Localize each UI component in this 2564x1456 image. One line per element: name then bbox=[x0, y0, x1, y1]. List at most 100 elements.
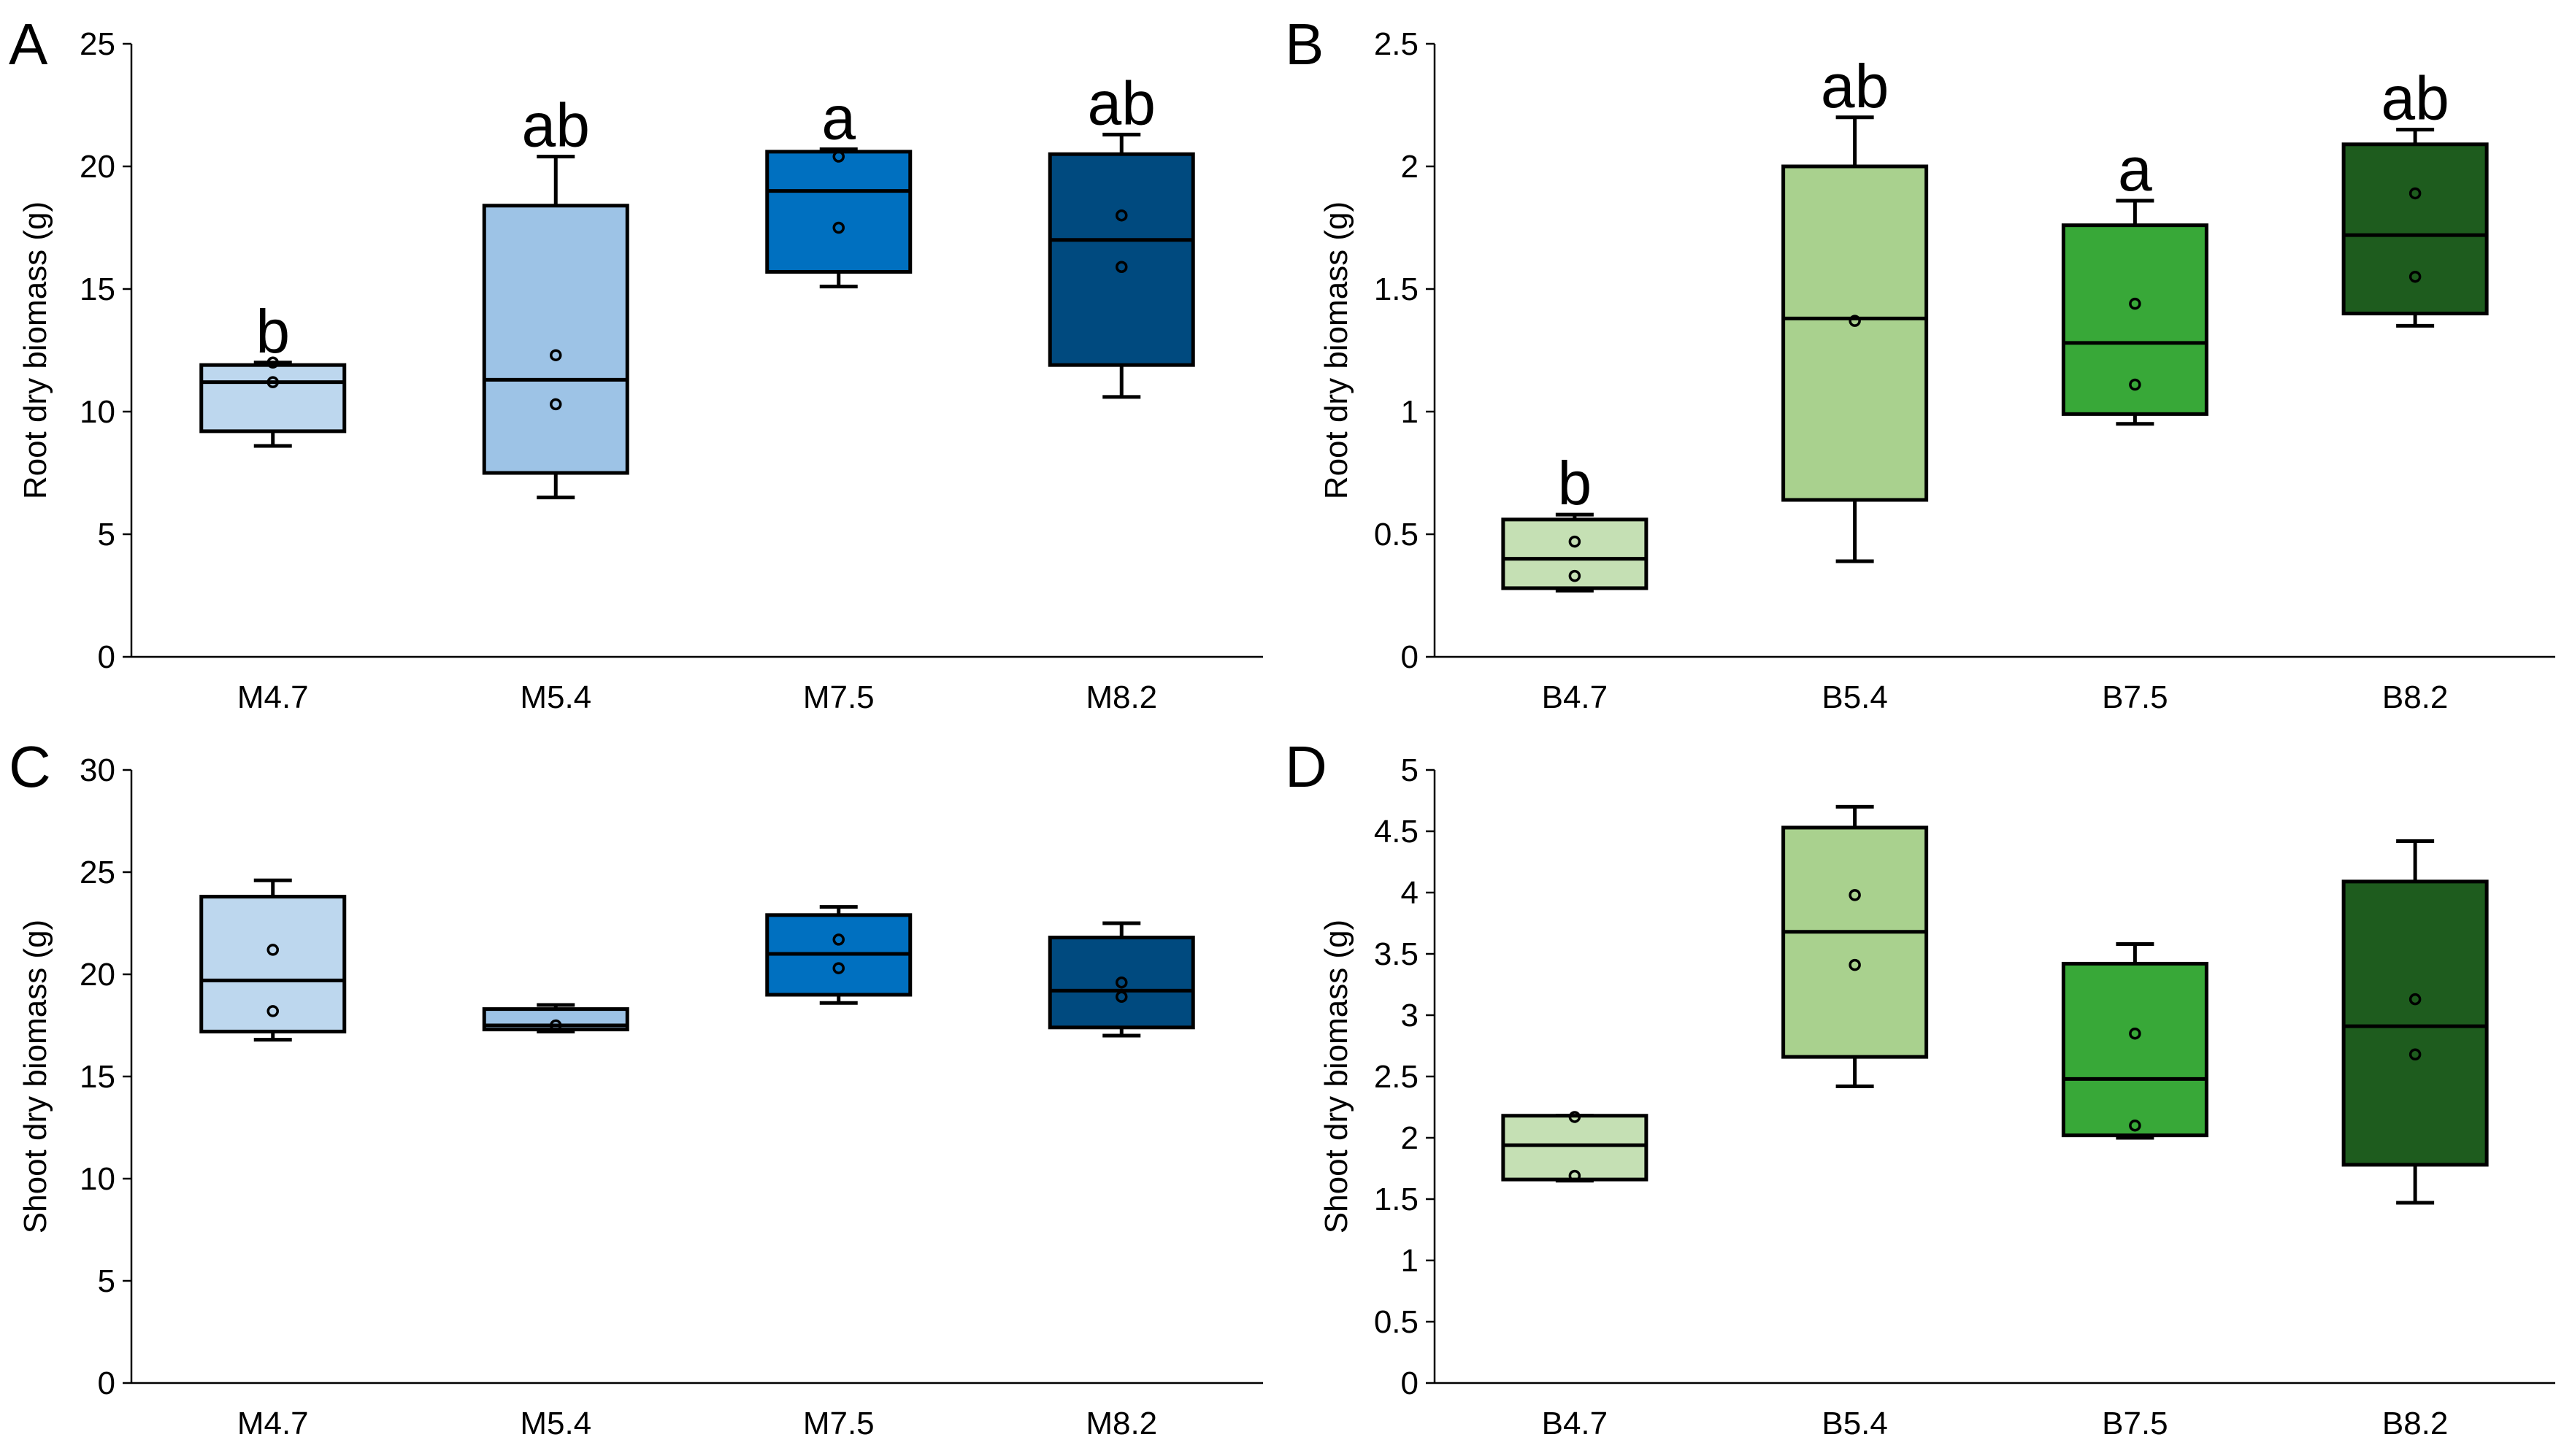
y-tick-label: 0.5 bbox=[1374, 517, 1419, 552]
y-tick-label: 15 bbox=[80, 1059, 115, 1095]
box-M8.2 bbox=[1048, 936, 1195, 1030]
data-point bbox=[2408, 270, 2422, 283]
y-tick-label: 1 bbox=[1401, 1243, 1419, 1279]
y-tick-label: 10 bbox=[80, 394, 115, 430]
y-tick-label: 0 bbox=[1401, 639, 1419, 675]
x-tick-label: M8.2 bbox=[1086, 679, 1157, 715]
data-point bbox=[1849, 889, 1861, 901]
data-point bbox=[1568, 1111, 1581, 1123]
y-tick-label: 1.5 bbox=[1374, 271, 1419, 307]
y-tick-label: 3 bbox=[1401, 998, 1419, 1033]
x-tick-label: B5.4 bbox=[1822, 1406, 1888, 1441]
data-point bbox=[832, 221, 845, 234]
significance-letter: ab bbox=[522, 91, 590, 160]
significance-letter: b bbox=[1558, 449, 1592, 517]
y-tick-label: 25 bbox=[80, 855, 115, 890]
data-point bbox=[2129, 1119, 2141, 1132]
y-tick-label: 1 bbox=[1401, 394, 1419, 430]
x-tick-label: M4.7 bbox=[237, 679, 309, 715]
y-tick-label: 2 bbox=[1401, 149, 1419, 185]
box-M4.7 bbox=[199, 363, 347, 434]
y-tick-label: 20 bbox=[80, 149, 115, 185]
x-tick-label: B8.2 bbox=[2382, 679, 2449, 715]
x-tick-label: B7.5 bbox=[2102, 679, 2168, 715]
data-point bbox=[1116, 990, 1128, 1004]
data-point bbox=[550, 398, 562, 411]
y-tick-label: 2 bbox=[1401, 1120, 1419, 1156]
y-tick-label: 0 bbox=[98, 639, 115, 675]
data-point bbox=[550, 349, 562, 361]
x-tick-label: M4.7 bbox=[237, 1406, 309, 1441]
y-tick-label: 0 bbox=[1401, 1366, 1419, 1401]
box-M4.7 bbox=[199, 895, 347, 1033]
data-point bbox=[1568, 569, 1581, 582]
y-tick-label: 4.5 bbox=[1374, 814, 1419, 850]
panel-C-label: C bbox=[9, 734, 51, 799]
y-tick-label: 0.5 bbox=[1374, 1304, 1419, 1340]
significance-letter: ab bbox=[1821, 52, 1889, 120]
data-point bbox=[1116, 261, 1128, 274]
x-tick-label: B5.4 bbox=[1822, 679, 1888, 715]
data-point bbox=[2408, 993, 2422, 1006]
box-M5.4 bbox=[482, 204, 629, 475]
panel-A-label: A bbox=[9, 12, 48, 77]
y-tick-label: 5 bbox=[98, 1263, 115, 1299]
significance-letter: a bbox=[2118, 135, 2152, 204]
x-tick-label: B4.7 bbox=[1542, 679, 1608, 715]
x-tick-label: B8.2 bbox=[2382, 1406, 2449, 1441]
data-point bbox=[266, 356, 279, 369]
x-tick-label: M8.2 bbox=[1086, 1406, 1157, 1441]
panel-B-label: B bbox=[1285, 12, 1324, 77]
x-tick-label: M5.4 bbox=[520, 1406, 591, 1441]
y-tick-label: 5 bbox=[98, 517, 115, 552]
y-tick-label: 10 bbox=[80, 1161, 115, 1197]
x-tick-label: M5.4 bbox=[520, 679, 591, 715]
data-point bbox=[2408, 1048, 2422, 1061]
data-point bbox=[2129, 1027, 2141, 1040]
data-point bbox=[2129, 297, 2141, 310]
data-point bbox=[266, 376, 279, 388]
data-point bbox=[550, 1019, 562, 1032]
data-point bbox=[1568, 1169, 1581, 1182]
y-tick-label: 3.5 bbox=[1374, 936, 1419, 972]
box-B4.7 bbox=[1501, 517, 1648, 590]
x-tick-label: M7.5 bbox=[803, 1406, 875, 1441]
panel-B-y-axis-title: Root dry biomass (g) bbox=[1319, 201, 1354, 499]
data-point bbox=[1849, 958, 1861, 971]
box-B5.4 bbox=[1781, 825, 1929, 1059]
box-B5.4 bbox=[1781, 164, 1929, 502]
data-point bbox=[266, 1005, 279, 1017]
box-B7.5 bbox=[2061, 961, 2208, 1138]
significance-letter: b bbox=[256, 297, 290, 366]
panel-A-y-axis-title: Root dry biomass (g) bbox=[18, 201, 53, 499]
data-point bbox=[1116, 209, 1128, 222]
significance-letter: ab bbox=[1088, 69, 1156, 137]
panel-C-y-axis-title: Shoot dry biomass (g) bbox=[18, 920, 53, 1233]
box-B7.5 bbox=[2061, 223, 2208, 416]
y-tick-label: 20 bbox=[80, 957, 115, 993]
box-M7.5 bbox=[765, 150, 913, 274]
box-B8.2 bbox=[2341, 879, 2489, 1167]
y-tick-label: 4 bbox=[1401, 875, 1419, 911]
x-tick-label: B4.7 bbox=[1542, 1406, 1608, 1441]
x-tick-label: B7.5 bbox=[2102, 1406, 2168, 1441]
y-tick-label: 5 bbox=[1401, 752, 1419, 788]
data-point bbox=[2408, 187, 2422, 200]
y-tick-label: 0 bbox=[98, 1366, 115, 1401]
panel-D-y-axis-title: Shoot dry biomass (g) bbox=[1319, 920, 1354, 1233]
data-point bbox=[1568, 535, 1581, 548]
y-tick-label: 30 bbox=[80, 752, 115, 788]
significance-letter: ab bbox=[2381, 64, 2449, 133]
significance-letter: a bbox=[821, 83, 856, 152]
y-tick-label: 2.5 bbox=[1374, 1059, 1419, 1095]
y-tick-label: 25 bbox=[80, 26, 115, 62]
data-point bbox=[832, 962, 845, 974]
data-point bbox=[832, 150, 845, 163]
data-point bbox=[1116, 976, 1128, 989]
y-tick-label: 2.5 bbox=[1374, 26, 1419, 62]
box-M8.2 bbox=[1048, 152, 1195, 367]
panel-D-label: D bbox=[1285, 734, 1327, 799]
y-tick-label: 1.5 bbox=[1374, 1182, 1419, 1217]
box-B8.2 bbox=[2341, 142, 2489, 316]
